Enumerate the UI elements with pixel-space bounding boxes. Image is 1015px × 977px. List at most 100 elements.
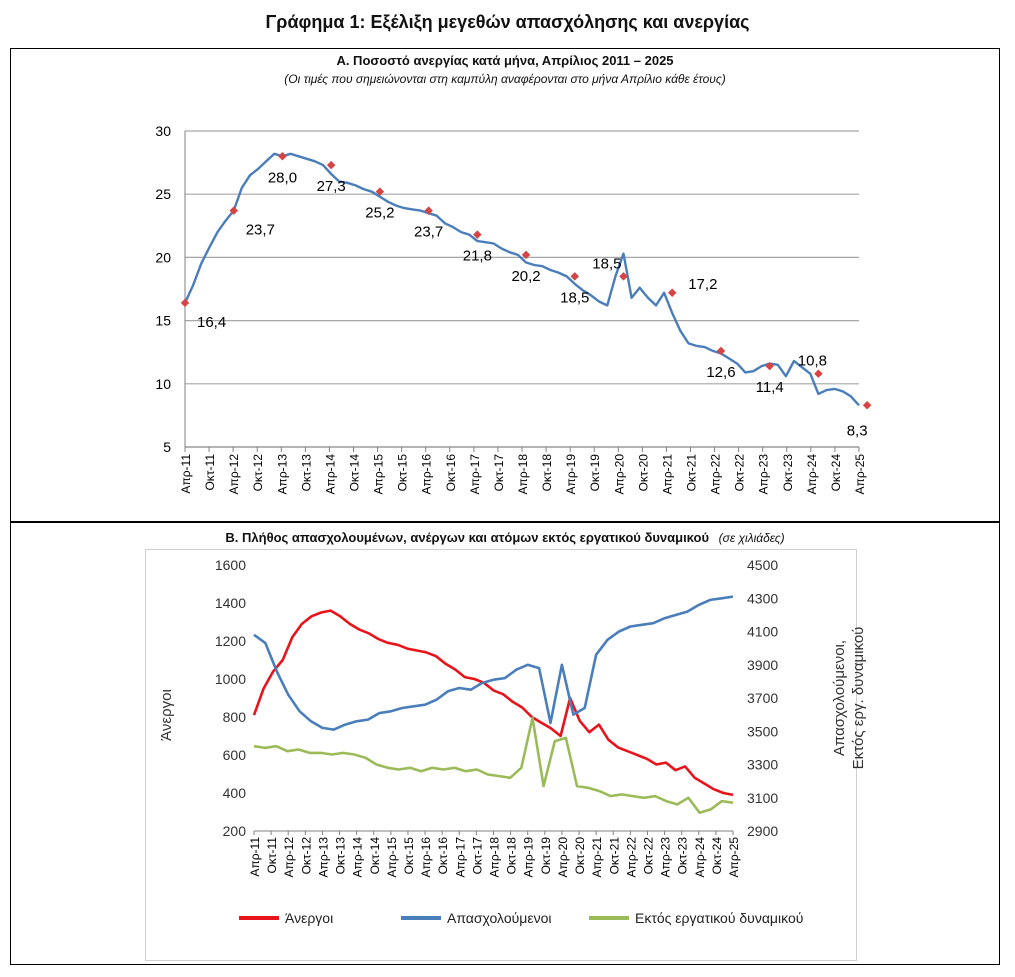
data-label: 18,5 (560, 289, 589, 306)
x-tick-label: Απρ-11 (179, 454, 193, 494)
x-tick-label: Οκτ-14 (348, 454, 362, 492)
data-label: 21,8 (463, 248, 492, 265)
x-tick-label: Οκτ-24 (710, 837, 724, 875)
x-tick-label: Απρ-11 (248, 837, 262, 877)
x-tick-label: Απρ-15 (372, 454, 386, 495)
data-label: 28,0 (268, 169, 297, 186)
right-y-tick-label: 3300 (747, 757, 778, 773)
x-tick-label: Απρ-14 (323, 454, 337, 495)
legend-label: Εκτός εργατικού δυναμικού (635, 910, 803, 926)
data-label: 16,4 (197, 314, 226, 331)
left-y-tick-label: 1200 (215, 633, 246, 649)
panel-b-chart-frame (145, 549, 857, 961)
april-marker (278, 152, 287, 161)
april-marker (716, 346, 726, 356)
x-tick-label: Οκτ-18 (540, 454, 554, 492)
data-label: 17,2 (688, 276, 717, 293)
x-tick-label: Απρ-23 (659, 837, 673, 878)
left-y-tick-label: 400 (223, 785, 247, 801)
data-label: 12,6 (706, 364, 735, 381)
april-marker (326, 160, 336, 170)
april-marker (375, 187, 385, 196)
x-tick-label: Οκτ-12 (251, 454, 265, 492)
data-label: 11,4 (756, 379, 784, 396)
x-tick-label: Οκτ-19 (539, 837, 553, 875)
x-tick-label: Οκτ-14 (368, 837, 382, 875)
data-label: 27,3 (317, 178, 346, 195)
left-axis-title: Άνεργοι (158, 689, 175, 741)
x-tick-label: Απρ-12 (282, 837, 296, 878)
x-tick-label: Οκτ-21 (685, 454, 699, 492)
april-marker (570, 272, 580, 281)
april-marker (473, 230, 482, 239)
x-tick-label: Οκτ-20 (636, 454, 650, 492)
x-tick-label: Απρ-21 (660, 454, 674, 495)
x-tick-label: Οκτ-15 (402, 837, 416, 875)
x-tick-label: Οκτ-11 (265, 837, 279, 874)
right-y-tick-label: 4500 (747, 557, 778, 573)
x-tick-label: Απρ-23 (757, 454, 771, 495)
right-y-tick-label: 2900 (747, 823, 778, 839)
panel-a-title: Α. Ποσοστό ανεργίας κατά μήνα, Απρίλιος … (336, 53, 674, 68)
panel-unemployment-rate: Α. Ποσοστό ανεργίας κατά μήνα, Απρίλιος … (10, 48, 1000, 522)
data-label: 20,2 (511, 268, 540, 285)
data-label: 25,2 (365, 205, 394, 222)
x-tick-label: Απρ-16 (419, 837, 433, 878)
right-y-tick-label: 3500 (747, 723, 778, 739)
april-marker (862, 401, 872, 410)
x-tick-label: Απρ-25 (853, 454, 867, 495)
x-tick-label: Απρ-21 (590, 837, 604, 878)
panel-a-subtitle: (Οι τιμές που σημειώνονται στη καμπύλη α… (284, 72, 726, 86)
x-tick-label: Οκτ-16 (444, 454, 458, 492)
main-title: Γράφημα 1: Εξέλιξη μεγεθών απασχόλησης κ… (265, 12, 750, 32)
x-tick-label: Απρ-13 (316, 837, 330, 878)
unemployment-rate-line (183, 152, 860, 407)
right-y-tick-label: 4100 (747, 624, 778, 640)
x-tick-label: Απρ-12 (227, 454, 241, 495)
x-tick-label: Απρ-22 (624, 837, 638, 878)
april-marker (424, 206, 433, 215)
x-tick-label: Οκτ-22 (641, 837, 655, 875)
x-tick-label: Απρ-19 (522, 837, 536, 878)
x-tick-label: Απρ-20 (612, 454, 626, 495)
x-tick-label: Οκτ-18 (505, 837, 519, 875)
x-tick-label: Απρ-24 (805, 454, 819, 495)
right-y-tick-label: 3700 (747, 690, 778, 706)
x-tick-label: Απρ-13 (275, 454, 289, 495)
x-tick-label: Οκτ-17 (470, 837, 484, 875)
y-tick-label: 15 (155, 313, 171, 329)
unemployed-line (252, 609, 734, 797)
right-y-tick-label: 4300 (747, 590, 778, 606)
april-marker (180, 298, 190, 308)
x-tick-label: Απρ-14 (351, 837, 365, 878)
x-tick-label: Απρ-18 (516, 454, 530, 495)
data-label: 8,3 (847, 422, 868, 439)
right-axis-title-line1: Απασχολούμενοι, (831, 640, 848, 756)
y-tick-label: 30 (155, 123, 171, 139)
y-tick-label: 10 (155, 376, 171, 392)
y-tick-label: 5 (163, 439, 171, 455)
x-tick-label: Απρ-20 (556, 837, 570, 878)
x-tick-label: Οκτ-15 (396, 454, 410, 492)
x-tick-label: Απρ-17 (468, 454, 482, 495)
data-label: 23,7 (414, 224, 443, 241)
legend-label: Απασχολούμενοι (447, 910, 551, 926)
x-tick-label: Οκτ-13 (299, 454, 313, 492)
right-axis-title-line2: Εκτός εργ. δυναμικού (850, 627, 867, 770)
left-y-tick-label: 1400 (215, 595, 246, 611)
labour-force-chart: 200 400 600 800 1000 1200 1400 1600 2900 3100 3300… (158, 557, 867, 926)
panel-labour-force-counts: Β. Πλήθος απασχολουμένων, ανέργων και ατ… (10, 522, 1000, 965)
panel-b-title-note: (σε χιλιάδες) (718, 531, 785, 545)
y-tick-label: 25 (155, 186, 171, 202)
x-tick-label: Οκτ-22 (733, 454, 747, 492)
panel-b-title-line: Β. Πλήθος απασχολουμένων, ανέργων και ατ… (11, 530, 999, 545)
x-tick-label: Απρ-25 (727, 837, 741, 878)
april-marker (229, 206, 238, 215)
right-y-tick-label: 3900 (747, 657, 778, 673)
y-tick-label: 20 (155, 249, 171, 265)
x-tick-label: Απρ-16 (420, 454, 434, 495)
x-tick-label: Απρ-17 (453, 837, 467, 878)
x-tick-label: Οκτ-20 (573, 837, 587, 875)
right-y-tick-label: 3100 (747, 790, 778, 806)
x-tick-label: Οκτ-21 (607, 837, 621, 875)
